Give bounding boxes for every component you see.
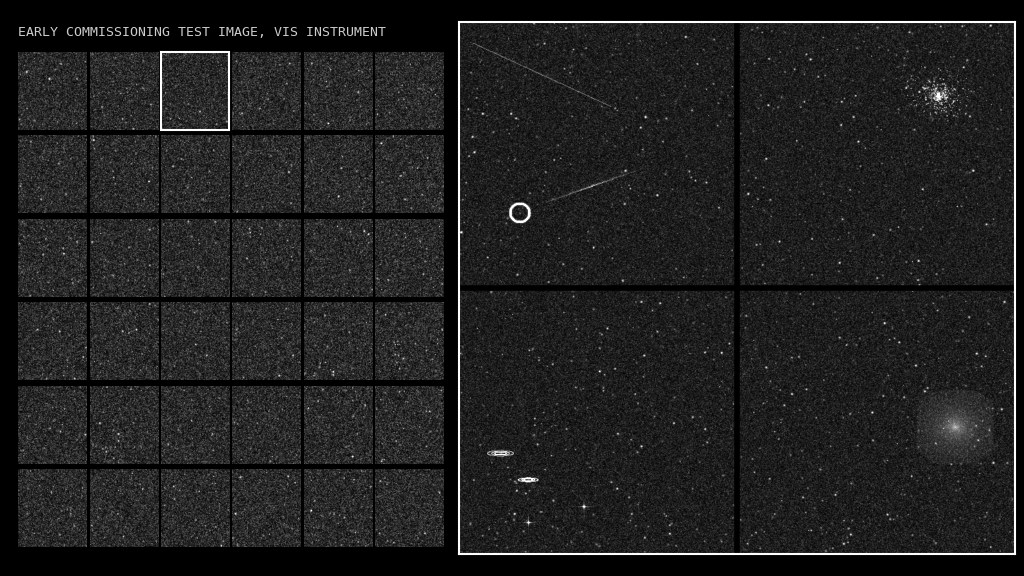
Bar (161, 52, 229, 130)
Text: EARLY COMMISSIONING TEST IMAGE, VIS INSTRUMENT: EARLY COMMISSIONING TEST IMAGE, VIS INST… (18, 26, 386, 39)
